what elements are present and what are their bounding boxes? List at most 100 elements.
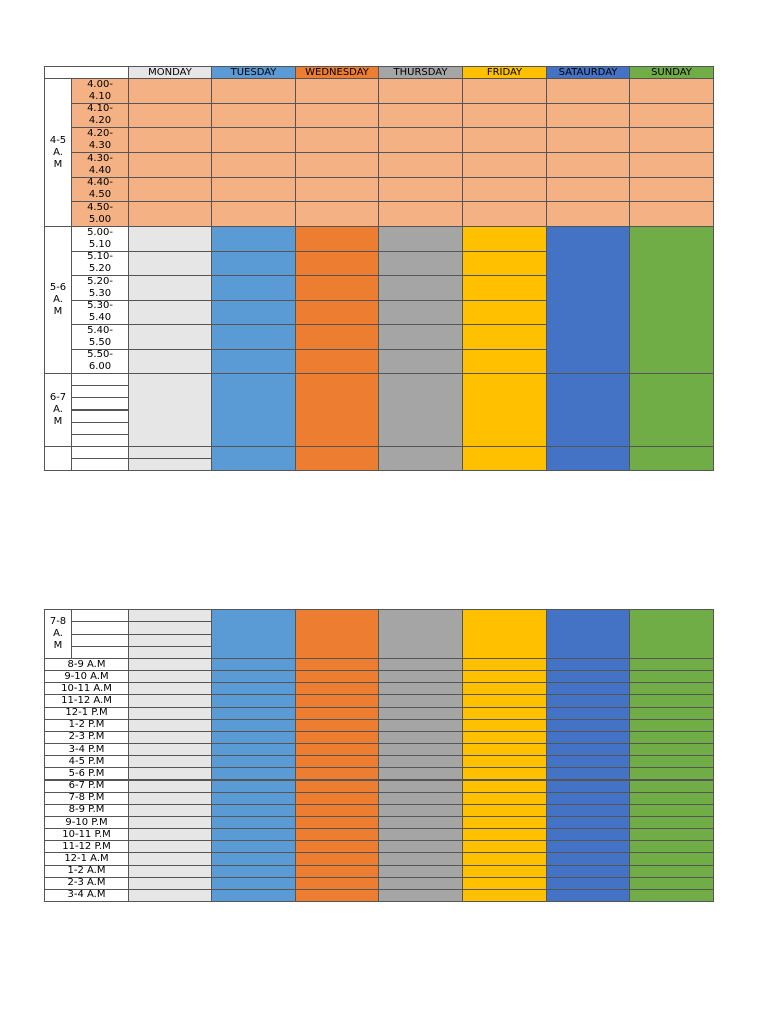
slot-cell [378, 275, 463, 301]
slot-cell [128, 767, 212, 781]
slot-cell [629, 226, 714, 374]
slot-cell [128, 815, 212, 830]
slot-cell [378, 102, 463, 129]
slot-cell [546, 828, 630, 842]
slot-cell [629, 373, 714, 447]
slot-cell [378, 78, 463, 104]
slot-cell [462, 670, 547, 684]
hour-label: 7-8 A. M [44, 609, 72, 659]
slot-cell [211, 446, 296, 471]
slot-cell [211, 226, 296, 252]
slot-cell [378, 176, 463, 203]
slot-cell [128, 609, 212, 623]
slot-cell [546, 78, 630, 104]
slot-cell [629, 852, 714, 866]
slot-cell [128, 730, 212, 745]
slot-cell [546, 127, 630, 153]
slot-cell [295, 852, 379, 866]
slot-cell [295, 102, 379, 129]
slot-cell [629, 102, 714, 129]
slot-cell [378, 888, 463, 902]
slot-cell [211, 275, 296, 301]
slot-label [71, 645, 129, 659]
slot-cell [211, 299, 296, 325]
hour-label: 12-1 A.M [44, 852, 129, 866]
slot-cell [128, 324, 212, 350]
slot-cell [295, 670, 379, 684]
slot-cell [462, 348, 547, 374]
slot-cell [462, 373, 547, 447]
hour-label: 12-1 P.M [44, 706, 129, 720]
slot-cell [211, 250, 296, 276]
slot-cell [629, 706, 714, 720]
slot-label [71, 397, 129, 411]
slot-cell [462, 888, 547, 902]
slot-cell [128, 888, 212, 902]
slot-cell [629, 888, 714, 902]
slot-label: 4.40- 4.50 [71, 176, 129, 203]
slot-cell [295, 609, 379, 659]
slot-cell [211, 706, 296, 720]
slot-cell [295, 348, 379, 374]
slot-cell [295, 299, 379, 325]
slot-cell [378, 609, 463, 659]
slot-cell [462, 176, 547, 203]
slot-cell [295, 324, 379, 350]
slot-cell [546, 888, 630, 902]
slot-cell [211, 78, 296, 104]
slot-cell [295, 127, 379, 153]
slot-cell [546, 706, 630, 720]
slot-cell [295, 373, 379, 447]
slot-cell [378, 324, 463, 350]
slot-cell [211, 815, 296, 830]
slot-label: 5.20- 5.30 [71, 275, 129, 301]
hour-label: 2-3 A.M [44, 876, 129, 890]
slot-cell [629, 730, 714, 745]
slot-cell [462, 791, 547, 805]
slot-cell [128, 458, 212, 471]
slot-cell [629, 755, 714, 769]
slot-cell [462, 446, 547, 471]
slot-cell [128, 791, 212, 805]
slot-cell [462, 876, 547, 890]
slot-cell [128, 348, 212, 374]
slot-cell [462, 815, 547, 830]
slot-label: 4.00- 4.10 [71, 78, 129, 104]
slot-cell [128, 226, 212, 252]
slot-cell [546, 755, 630, 769]
slot-cell [211, 176, 296, 203]
slot-cell [378, 670, 463, 684]
slot-cell [546, 694, 630, 708]
slot-cell [546, 730, 630, 745]
slot-cell [629, 815, 714, 830]
slot-cell [629, 791, 714, 805]
slot-cell [211, 852, 296, 866]
slot-cell [629, 876, 714, 890]
slot-cell [378, 201, 463, 227]
slot-cell [128, 828, 212, 842]
slot-cell [629, 609, 714, 659]
slot-cell [211, 767, 296, 781]
slot-cell [462, 324, 547, 350]
hour-label: 9-10 A.M [44, 670, 129, 684]
slot-cell [629, 78, 714, 104]
slot-cell [546, 609, 630, 659]
slot-cell [295, 815, 379, 830]
slot-cell [295, 446, 379, 471]
slot-cell [546, 201, 630, 227]
slot-cell [128, 706, 212, 720]
slot-cell [629, 152, 714, 178]
slot-cell [128, 670, 212, 684]
slot-cell [629, 127, 714, 153]
slot-cell [295, 226, 379, 252]
slot-cell [378, 755, 463, 769]
slot-cell [378, 250, 463, 276]
slot-cell [462, 852, 547, 866]
slot-label [71, 458, 129, 471]
slot-cell [378, 876, 463, 890]
slot-cell [378, 815, 463, 830]
slot-cell [462, 730, 547, 745]
slot-cell [128, 201, 212, 227]
slot-label [71, 621, 129, 635]
